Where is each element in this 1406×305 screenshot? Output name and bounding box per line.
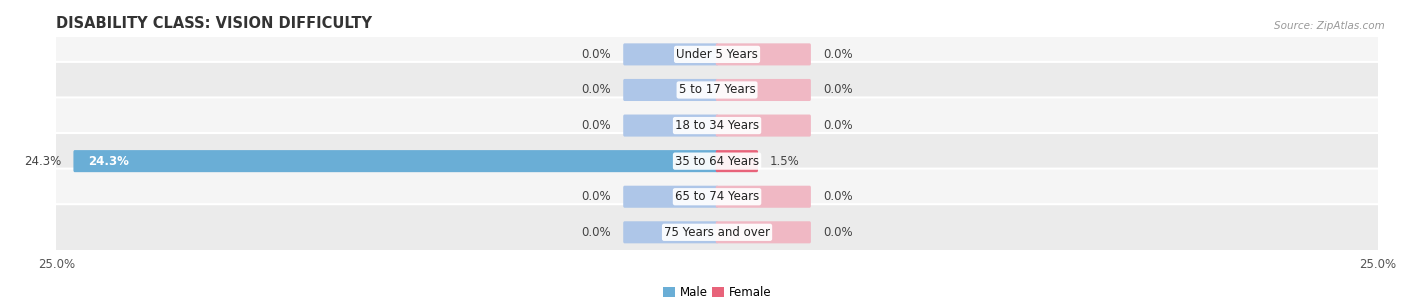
Legend: Male, Female: Male, Female [658,282,776,304]
Text: 0.0%: 0.0% [823,119,852,132]
FancyBboxPatch shape [623,43,718,66]
Text: 0.0%: 0.0% [582,226,612,239]
FancyBboxPatch shape [48,133,1386,189]
Text: DISABILITY CLASS: VISION DIFFICULTY: DISABILITY CLASS: VISION DIFFICULTY [56,16,373,31]
FancyBboxPatch shape [716,221,811,243]
FancyBboxPatch shape [48,169,1386,225]
FancyBboxPatch shape [716,79,811,101]
FancyBboxPatch shape [48,204,1386,260]
Text: 0.0%: 0.0% [823,48,852,61]
Text: 18 to 34 Years: 18 to 34 Years [675,119,759,132]
Text: 1.5%: 1.5% [770,155,800,168]
Text: 0.0%: 0.0% [582,84,612,96]
Text: 0.0%: 0.0% [823,226,852,239]
Text: Under 5 Years: Under 5 Years [676,48,758,61]
Text: 0.0%: 0.0% [582,190,612,203]
FancyBboxPatch shape [623,114,718,137]
FancyBboxPatch shape [73,150,718,172]
FancyBboxPatch shape [48,26,1386,82]
FancyBboxPatch shape [623,79,718,101]
Text: 0.0%: 0.0% [582,48,612,61]
Text: 0.0%: 0.0% [823,84,852,96]
FancyBboxPatch shape [716,43,811,66]
Text: 24.3%: 24.3% [24,155,62,168]
Text: Source: ZipAtlas.com: Source: ZipAtlas.com [1274,21,1385,31]
FancyBboxPatch shape [716,150,758,172]
Text: 0.0%: 0.0% [823,190,852,203]
FancyBboxPatch shape [48,98,1386,154]
FancyBboxPatch shape [623,221,718,243]
Text: 35 to 64 Years: 35 to 64 Years [675,155,759,168]
FancyBboxPatch shape [623,186,718,208]
Text: 0.0%: 0.0% [582,119,612,132]
Text: 65 to 74 Years: 65 to 74 Years [675,190,759,203]
Text: 5 to 17 Years: 5 to 17 Years [679,84,755,96]
FancyBboxPatch shape [716,186,811,208]
Text: 75 Years and over: 75 Years and over [664,226,770,239]
FancyBboxPatch shape [716,114,811,137]
FancyBboxPatch shape [48,62,1386,118]
Text: 24.3%: 24.3% [89,155,129,168]
